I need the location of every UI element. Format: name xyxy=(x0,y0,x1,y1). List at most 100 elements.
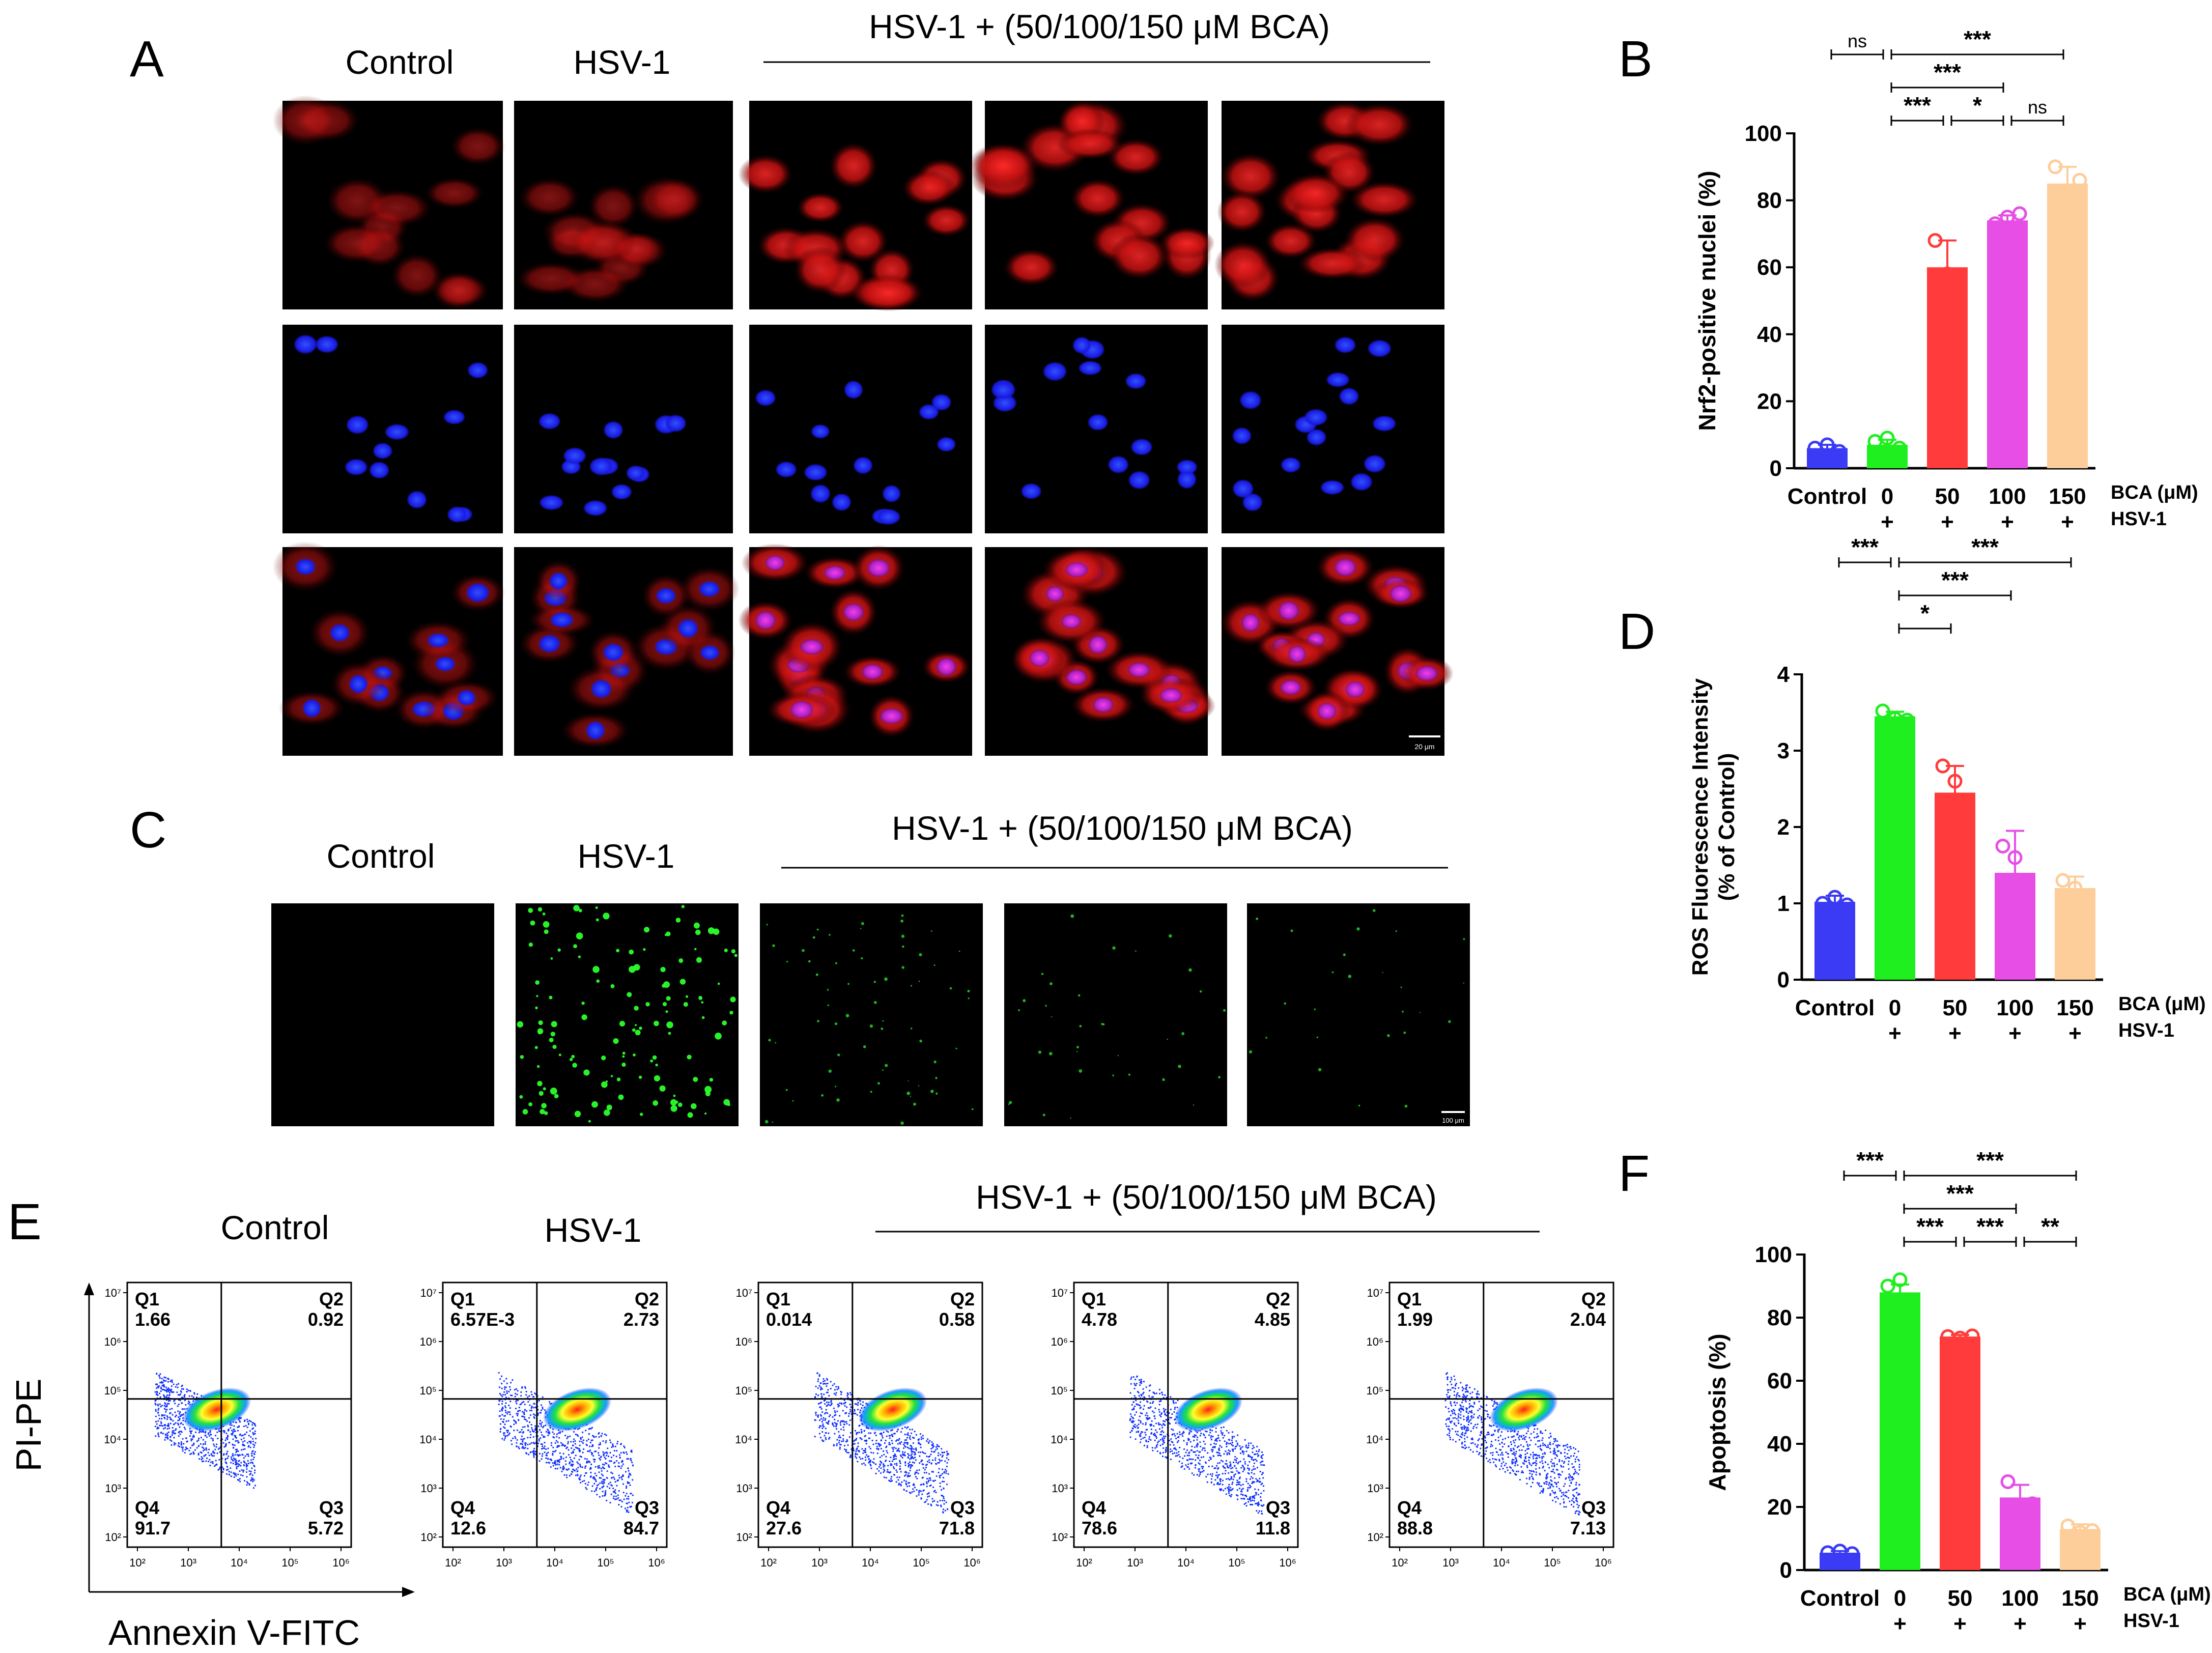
flow-xtick: 10⁶ xyxy=(1595,1556,1612,1569)
quadrant-percent-q1: 6.57E-3 xyxy=(450,1309,515,1330)
bar-100 xyxy=(1987,220,2028,468)
chart-d: 0 1 2 3 4 ROS Fluorescence Intensity (% of Con… xyxy=(1688,534,2206,1046)
micrograph-merge-5 xyxy=(1220,547,1454,756)
quadrant-name-q2: Q2 xyxy=(319,1289,344,1309)
x-tick-label: 50 xyxy=(1943,995,1968,1020)
significance-label: *** xyxy=(1941,567,1969,593)
flow-xtick: 10⁵ xyxy=(1228,1556,1245,1569)
panel-e-group-label: HSV-1 + (50/100/150 μM BCA) xyxy=(976,1178,1437,1216)
flow-ytick: 10⁵ xyxy=(1366,1384,1383,1397)
flow-ytick: 10⁷ xyxy=(420,1287,437,1299)
data-point xyxy=(1927,233,1943,248)
data-point xyxy=(1827,890,1842,905)
flow-ytick: 10³ xyxy=(105,1482,121,1495)
panel-a-group-label: HSV-1 + (50/100/150 μM BCA) xyxy=(869,8,1330,45)
panel-letter-c: C xyxy=(130,802,166,859)
flow-xtick: 10⁴ xyxy=(231,1556,248,1569)
panel-a-label-control: Control xyxy=(346,43,454,81)
hsv-indicator: + xyxy=(1881,509,1894,534)
hsv-indicator: + xyxy=(2068,1021,2082,1046)
flow-xtick: 10⁵ xyxy=(1544,1556,1561,1569)
flow-ytick: 10⁵ xyxy=(735,1384,752,1397)
flow-ytick: 10⁷ xyxy=(736,1287,752,1299)
significance-label: *** xyxy=(1946,1180,1974,1207)
flow-ytick: 10⁴ xyxy=(1051,1433,1068,1446)
hsv-indicator: + xyxy=(2001,509,2014,534)
bar-150 xyxy=(2047,183,2088,468)
significance-label: ns xyxy=(2028,97,2047,118)
x-tick-label: 100 xyxy=(1996,995,2033,1020)
significance-label: *** xyxy=(1971,534,1999,560)
y-tick-label: 100 xyxy=(1755,1242,1792,1267)
flow-ytick: 10⁶ xyxy=(735,1335,752,1348)
quadrant-percent-q3: 84.7 xyxy=(623,1518,659,1538)
flow-ytick: 10⁴ xyxy=(735,1433,752,1446)
quadrant-name-q2: Q2 xyxy=(1266,1289,1290,1309)
quadrant-name-q1: Q1 xyxy=(135,1289,159,1309)
quadrant-name-q3: Q3 xyxy=(1266,1497,1290,1518)
quadrant-percent-q4: 12.6 xyxy=(450,1518,486,1538)
flow-xtick: 10³ xyxy=(1127,1556,1143,1569)
flow-ytick: 10² xyxy=(1367,1531,1383,1544)
quadrant-percent-q1: 0.014 xyxy=(766,1309,812,1330)
flow-ytick: 10⁷ xyxy=(1052,1287,1068,1299)
panel-a-label-hsv: HSV-1 xyxy=(574,43,671,81)
flow-ytick: 10³ xyxy=(1052,1482,1068,1495)
significance-label: *** xyxy=(1904,92,1931,119)
quadrant-name-q3: Q3 xyxy=(950,1497,975,1518)
panel-letter-b: B xyxy=(1619,31,1653,88)
panel-letter-d: D xyxy=(1619,603,1655,660)
data-point xyxy=(1839,897,1855,913)
micrograph-dapi-5 xyxy=(1222,325,1444,533)
flow-xtick: 10⁵ xyxy=(913,1556,930,1569)
x-tick-label: Control xyxy=(1788,484,1867,509)
x-tick-label: 150 xyxy=(2049,484,2086,509)
quadrant-name-q2: Q2 xyxy=(1581,1289,1606,1309)
significance-label: *** xyxy=(1916,1213,1944,1240)
ros-image-4 xyxy=(1004,903,1227,1126)
data-point xyxy=(1965,1328,1980,1344)
flow-ytick: 10² xyxy=(420,1531,437,1544)
x-tick-label: 0 xyxy=(1894,1586,1906,1611)
flow-xtick: 10² xyxy=(1392,1556,1408,1569)
quadrant-percent-q1: 1.99 xyxy=(1397,1309,1433,1330)
data-point xyxy=(1875,703,1890,719)
bar-100 xyxy=(1995,873,2035,980)
bar-0 xyxy=(1867,444,1908,468)
significance-label: ** xyxy=(2041,1213,2059,1240)
x-tick-label: 0 xyxy=(1881,484,1893,509)
data-point xyxy=(1995,839,2010,853)
flow-xtick: 10⁶ xyxy=(1279,1556,1296,1569)
micrograph-row-c xyxy=(271,903,1470,1126)
flow-xtick: 10³ xyxy=(811,1556,828,1569)
y-tick-label: 100 xyxy=(1745,121,1782,146)
y-tick-label: 80 xyxy=(1767,1305,1792,1330)
flow-xtick: 10⁴ xyxy=(546,1556,563,1569)
quadrant-percent-q2: 2.04 xyxy=(1570,1309,1606,1330)
data-point xyxy=(2007,850,2023,865)
flow-ytick: 10⁷ xyxy=(1367,1287,1383,1299)
micrograph-merge-2 xyxy=(514,547,740,756)
flow-x-arrowhead xyxy=(402,1587,415,1597)
flow-ytick: 10³ xyxy=(420,1482,437,1495)
quadrant-percent-q3: 7.13 xyxy=(1570,1518,1606,1538)
quadrant-percent-q4: 78.6 xyxy=(1082,1518,1117,1538)
data-point xyxy=(1905,1294,1920,1309)
flow-xtick: 10³ xyxy=(1442,1556,1459,1569)
x-tick-label: 50 xyxy=(1948,1586,1973,1611)
flow-y-arrowhead xyxy=(84,1282,94,1295)
hsv-indicator: + xyxy=(2061,509,2074,534)
flow-ytick: 10² xyxy=(1052,1531,1068,1544)
flow-xtick: 10⁴ xyxy=(1493,1556,1510,1569)
x-tick-label: Control xyxy=(1795,995,1875,1020)
data-point xyxy=(1952,287,1967,302)
flow-xtick: 10² xyxy=(445,1556,461,1569)
micrograph-merge-4 xyxy=(985,547,1216,756)
bar-50 xyxy=(1940,1336,1980,1570)
data-point xyxy=(2012,206,2027,221)
data-point xyxy=(2085,1523,2100,1538)
scale-bar-c-label: 100 μm xyxy=(1442,1117,1464,1124)
y-tick-label: 60 xyxy=(1767,1369,1792,1393)
